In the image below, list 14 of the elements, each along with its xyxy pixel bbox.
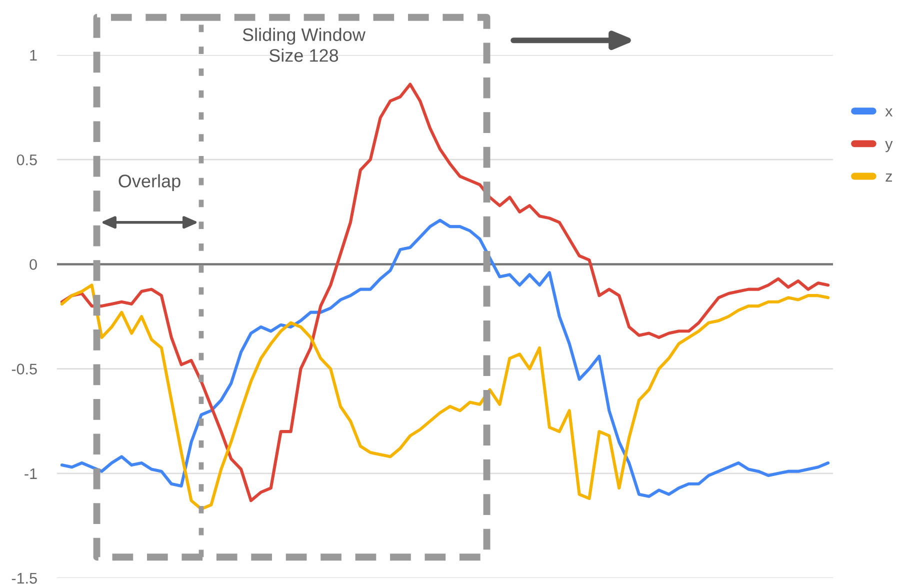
legend-label: x [885,108,893,116]
y-tick-label: -0.5 [12,364,37,374]
y-tick-label: -1 [24,468,37,479]
y-tick-label: 0 [30,259,37,270]
y-tick-label: -1.5 [12,573,37,584]
legend-label: z [886,174,892,182]
y-tick-label: 1 [30,50,37,61]
y-tick-label: 0.5 [16,154,37,166]
annotation: Overlap [118,174,180,192]
line-series [60,82,830,502]
annotation: Sliding Window Size 128 [242,28,366,62]
line-series [60,284,830,511]
legend-label: y [885,140,893,152]
line-series [60,218,830,498]
